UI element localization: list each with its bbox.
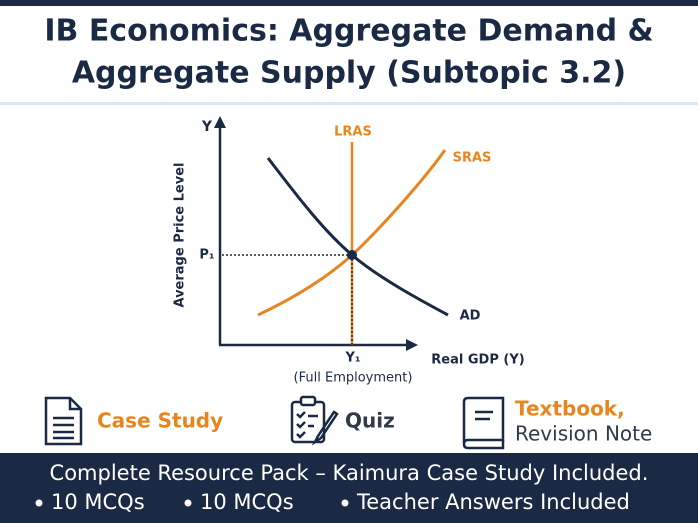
- top-bar: [0, 0, 698, 6]
- price-label: P₁: [199, 248, 214, 263]
- bullet: [184, 499, 192, 507]
- axis-label: Real GDP (Y): [431, 353, 524, 368]
- textbook-icon: [462, 396, 505, 450]
- curve-label: SRAS: [453, 151, 492, 166]
- axis-label: Average Price Level: [173, 162, 188, 307]
- quiz-icon: [290, 395, 339, 446]
- arrow: [406, 339, 418, 351]
- feature-label: Textbook,: [515, 397, 625, 421]
- title-line: Aggregate Supply (Subtopic 3.2): [72, 56, 626, 91]
- title-line: IB Economics: Aggregate Demand &: [44, 14, 653, 49]
- footer-item: 10 MCQs: [51, 490, 145, 514]
- footer: [0, 453, 698, 523]
- arrow: [214, 116, 226, 128]
- equilibrium-point: [347, 250, 357, 260]
- diagram: Y Average Price Level Real GDP (Y) LRAS …: [173, 116, 525, 386]
- footer-item: Teacher Answers Included: [356, 490, 630, 514]
- output-note: (Full Employment): [294, 371, 413, 386]
- output-label: Y₁: [344, 351, 360, 366]
- footer-headline: Complete Resource Pack – Kaimura Case St…: [50, 461, 649, 485]
- bullet: [35, 499, 43, 507]
- footer-item: 10 MCQs: [200, 490, 294, 514]
- case-study-icon: [44, 396, 83, 446]
- curve-label: AD: [460, 309, 481, 324]
- feature-label: Case Study: [97, 409, 223, 433]
- axis-label: Y: [201, 119, 213, 135]
- curve-label: LRAS: [334, 125, 372, 140]
- divider: [0, 102, 698, 105]
- feature-sublabel: Revision Note: [515, 422, 652, 446]
- bullet: [341, 499, 349, 507]
- feature-label: Quiz: [345, 409, 395, 433]
